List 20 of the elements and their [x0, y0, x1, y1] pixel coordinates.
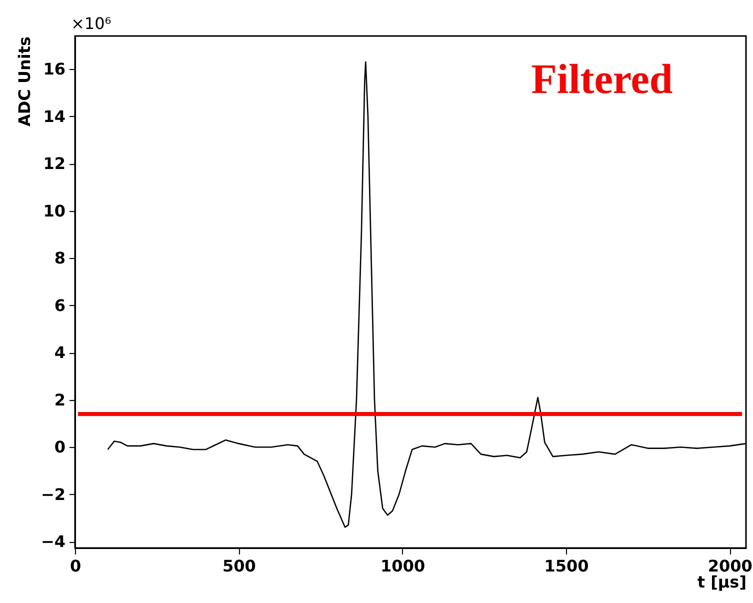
- y-tick-label: 2: [54, 390, 66, 410]
- y-axis-title: ADC Units: [14, 36, 34, 127]
- x-tick-label: 0: [70, 556, 82, 576]
- y-tick-label: 12: [43, 154, 66, 174]
- x-tick-label: 500: [222, 556, 256, 576]
- x-tick-label: 1500: [544, 556, 589, 576]
- text: ×10⁶: [71, 14, 112, 33]
- y-tick-label: 4: [54, 343, 66, 362]
- x-tick-label: 2000: [708, 556, 752, 576]
- x-axis-title: t [μs]: [697, 572, 746, 592]
- y-tick-label: 8: [54, 248, 66, 268]
- y-tick-label: 0: [54, 438, 66, 457]
- y-tick-label: 10: [43, 201, 66, 220]
- y-tick-label: −2: [40, 484, 66, 504]
- y-tick-label: 16: [43, 60, 66, 79]
- x-tick-label: 1000: [380, 556, 426, 576]
- y-tick-label: 14: [43, 106, 66, 126]
- y-tick-label: −4: [40, 532, 66, 552]
- y-tick-label: 6: [54, 296, 66, 315]
- annotation: Filtered: [531, 57, 673, 103]
